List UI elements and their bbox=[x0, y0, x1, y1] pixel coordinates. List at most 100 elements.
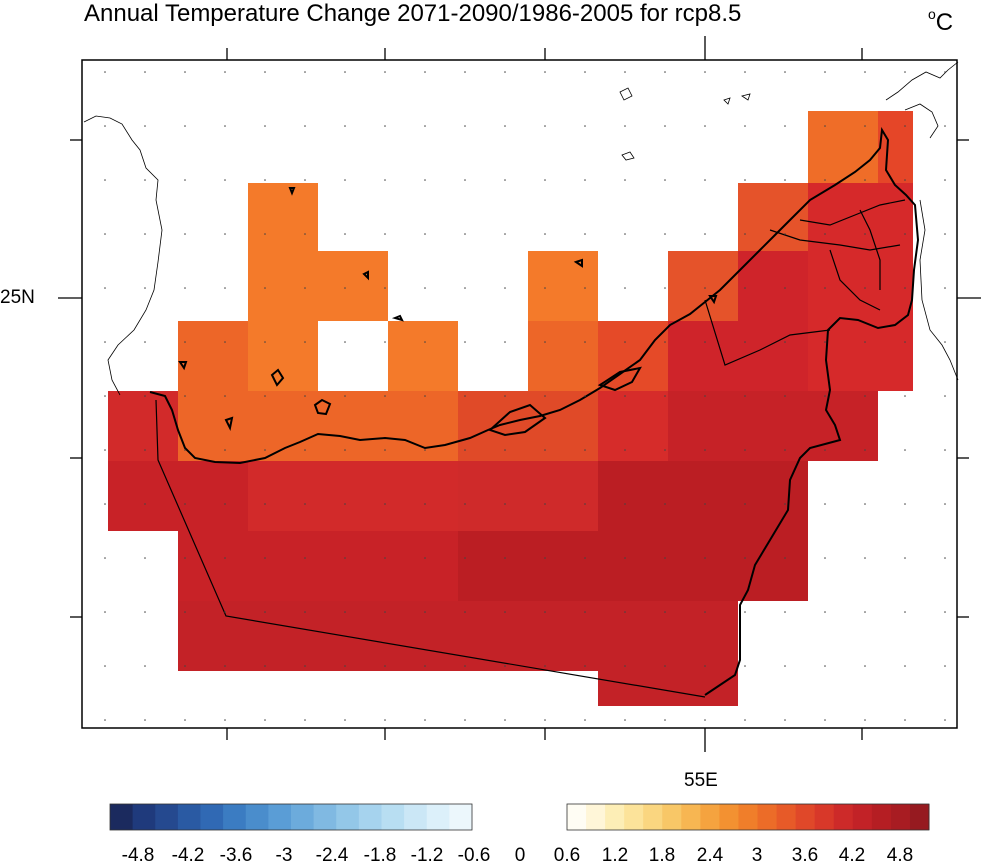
graticule-dot bbox=[144, 665, 146, 667]
graticule-dot bbox=[424, 557, 426, 559]
graticule-dot bbox=[544, 179, 546, 181]
graticule-dot bbox=[504, 341, 506, 343]
grid-cell bbox=[178, 321, 248, 391]
graticule-dot bbox=[944, 179, 946, 181]
graticule-dot bbox=[784, 125, 786, 127]
graticule-dot bbox=[944, 341, 946, 343]
graticule-dot bbox=[344, 719, 346, 721]
graticule-dot bbox=[464, 179, 466, 181]
graticule-dot bbox=[464, 395, 466, 397]
colorbar-tick-label: 4.2 bbox=[838, 845, 866, 866]
graticule-dot bbox=[744, 503, 746, 505]
graticule-dot bbox=[224, 125, 226, 127]
graticule-dot bbox=[344, 557, 346, 559]
colorbar-tick-label: -1.8 bbox=[363, 845, 397, 866]
graticule-dot bbox=[184, 125, 186, 127]
colorbar-swatch bbox=[449, 804, 473, 830]
colorbar-swatch bbox=[757, 804, 778, 830]
colorbar-tick-label: 3 bbox=[751, 845, 763, 866]
graticule-dot bbox=[584, 71, 586, 73]
units-label: oC bbox=[928, 2, 953, 37]
colorbar-tick-label: -2.4 bbox=[315, 845, 349, 866]
graticule-dot bbox=[144, 179, 146, 181]
graticule-dot bbox=[344, 503, 346, 505]
graticule-dot bbox=[544, 125, 546, 127]
graticule-dot bbox=[824, 665, 826, 667]
grid-cell bbox=[178, 531, 458, 601]
graticule-dot bbox=[704, 665, 706, 667]
grid-cell bbox=[248, 183, 318, 251]
graticule-dot bbox=[424, 179, 426, 181]
graticule-dot bbox=[184, 557, 186, 559]
graticule-dot bbox=[624, 395, 626, 397]
graticule-dot bbox=[824, 719, 826, 721]
colorbar-swatch bbox=[567, 804, 587, 830]
grid-cell bbox=[598, 461, 808, 531]
graticule-dot bbox=[944, 287, 946, 289]
graticule-dot bbox=[464, 71, 466, 73]
graticule-dot bbox=[584, 179, 586, 181]
graticule-dot bbox=[704, 287, 706, 289]
graticule-dot bbox=[504, 719, 506, 721]
colorbar-frame-left bbox=[109, 803, 473, 831]
graticule-dot bbox=[904, 125, 906, 127]
colorbar-positive bbox=[567, 804, 930, 830]
graticule-dot bbox=[664, 179, 666, 181]
graticule-dot bbox=[304, 557, 306, 559]
graticule-dot bbox=[664, 503, 666, 505]
graticule-dot bbox=[144, 611, 146, 613]
graticule-dot bbox=[664, 395, 666, 397]
graticule-dot bbox=[384, 125, 386, 127]
graticule-dot bbox=[424, 665, 426, 667]
colorbar-swatch bbox=[814, 804, 835, 830]
graticule-dot bbox=[944, 503, 946, 505]
graticule-dot bbox=[104, 449, 106, 451]
graticule-dot bbox=[224, 233, 226, 235]
colorbar-swatch bbox=[291, 804, 315, 830]
graticule-dot bbox=[384, 71, 386, 73]
colorbar-swatch bbox=[155, 804, 179, 830]
graticule-dot bbox=[344, 179, 346, 181]
graticule-dot bbox=[464, 557, 466, 559]
colorbar-swatch bbox=[200, 804, 224, 830]
coastline bbox=[149, 126, 920, 696]
colorbar-swatch bbox=[681, 804, 701, 830]
graticule-dot bbox=[544, 611, 546, 613]
graticule-dot bbox=[744, 557, 746, 559]
thin-coastline bbox=[83, 61, 959, 396]
graticule-dot bbox=[624, 287, 626, 289]
graticule-dot bbox=[544, 71, 546, 73]
graticule-dot bbox=[104, 395, 106, 397]
graticule-dot bbox=[824, 341, 826, 343]
colorbar-negative bbox=[110, 804, 473, 830]
graticule-dot bbox=[304, 179, 306, 181]
graticule-dot bbox=[584, 665, 586, 667]
graticule-dot bbox=[664, 611, 666, 613]
graticule-dot bbox=[584, 287, 586, 289]
graticule-dot bbox=[184, 179, 186, 181]
graticule-dot bbox=[904, 233, 906, 235]
colorbar-swatch bbox=[586, 804, 606, 830]
graticule-dot bbox=[784, 287, 786, 289]
graticule-dot bbox=[424, 287, 426, 289]
graticule-dot bbox=[424, 449, 426, 451]
graticule-dot bbox=[744, 287, 746, 289]
graticule-dot bbox=[184, 503, 186, 505]
map-frame bbox=[81, 59, 958, 729]
graticule-dot bbox=[184, 341, 186, 343]
graticule-dot bbox=[304, 719, 306, 721]
graticule-dot bbox=[184, 719, 186, 721]
graticule-dot bbox=[464, 449, 466, 451]
graticule-dot bbox=[304, 611, 306, 613]
graticule-dot bbox=[224, 449, 226, 451]
colorbar-tick-label: -1.2 bbox=[410, 845, 444, 866]
graticule-dot bbox=[504, 287, 506, 289]
graticule-dot bbox=[264, 341, 266, 343]
graticule-dot bbox=[744, 719, 746, 721]
colorbar-swatch bbox=[245, 804, 269, 830]
graticule-dot bbox=[784, 503, 786, 505]
graticule-dot bbox=[544, 449, 546, 451]
graticule-dot bbox=[664, 665, 666, 667]
graticule-dot bbox=[104, 125, 106, 127]
graticule-dot bbox=[224, 557, 226, 559]
